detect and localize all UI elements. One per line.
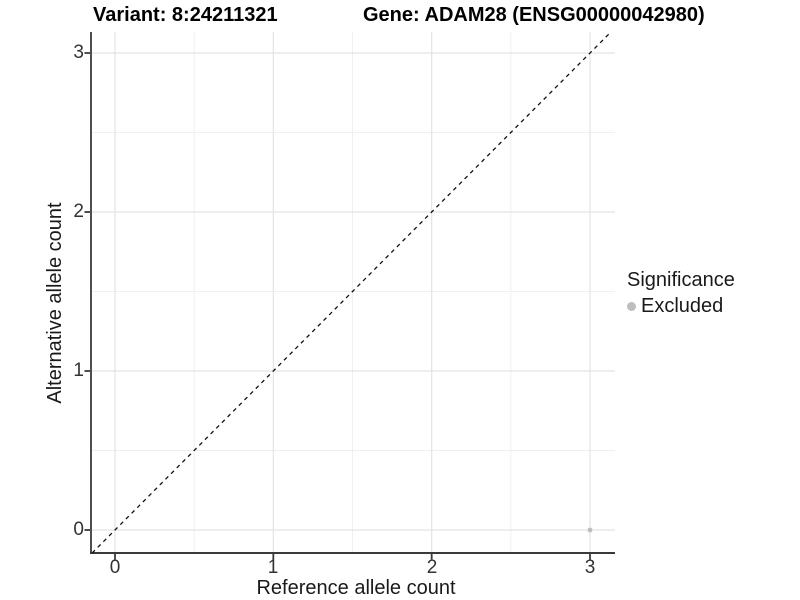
x-tick-label: 1 <box>267 557 279 578</box>
data-points <box>587 527 593 533</box>
identity-line <box>91 31 612 554</box>
plot-title-variant: Variant: 8:24211321 <box>93 4 278 26</box>
gridlines-minor <box>91 32 615 553</box>
y-tick-label: 0 <box>73 519 84 540</box>
tick-marks <box>84 52 591 560</box>
y-tick-label: 1 <box>73 360 84 381</box>
legend-point-icon <box>627 301 636 311</box>
plot-title-gene: Gene: ADAM28 (ENSG00000042980) <box>363 4 705 26</box>
y-tick-label: 3 <box>73 42 84 63</box>
axis-lines <box>90 32 615 554</box>
data-point <box>587 527 593 533</box>
x-axis-title: Reference allele count <box>256 577 456 599</box>
gridlines-major <box>91 32 615 553</box>
x-tick-label: 0 <box>109 557 121 578</box>
legend-title: Significance <box>627 269 735 291</box>
legend-item-excluded: Excluded <box>627 293 735 319</box>
y-tick-label: 2 <box>73 201 84 222</box>
legend: Significance Excluded <box>627 267 735 319</box>
x-tick-label: 3 <box>584 557 596 578</box>
legend-item-label: Excluded <box>641 295 724 317</box>
y-axis-title: Alternative allele count <box>44 202 66 404</box>
x-tick-label: 2 <box>426 557 438 578</box>
